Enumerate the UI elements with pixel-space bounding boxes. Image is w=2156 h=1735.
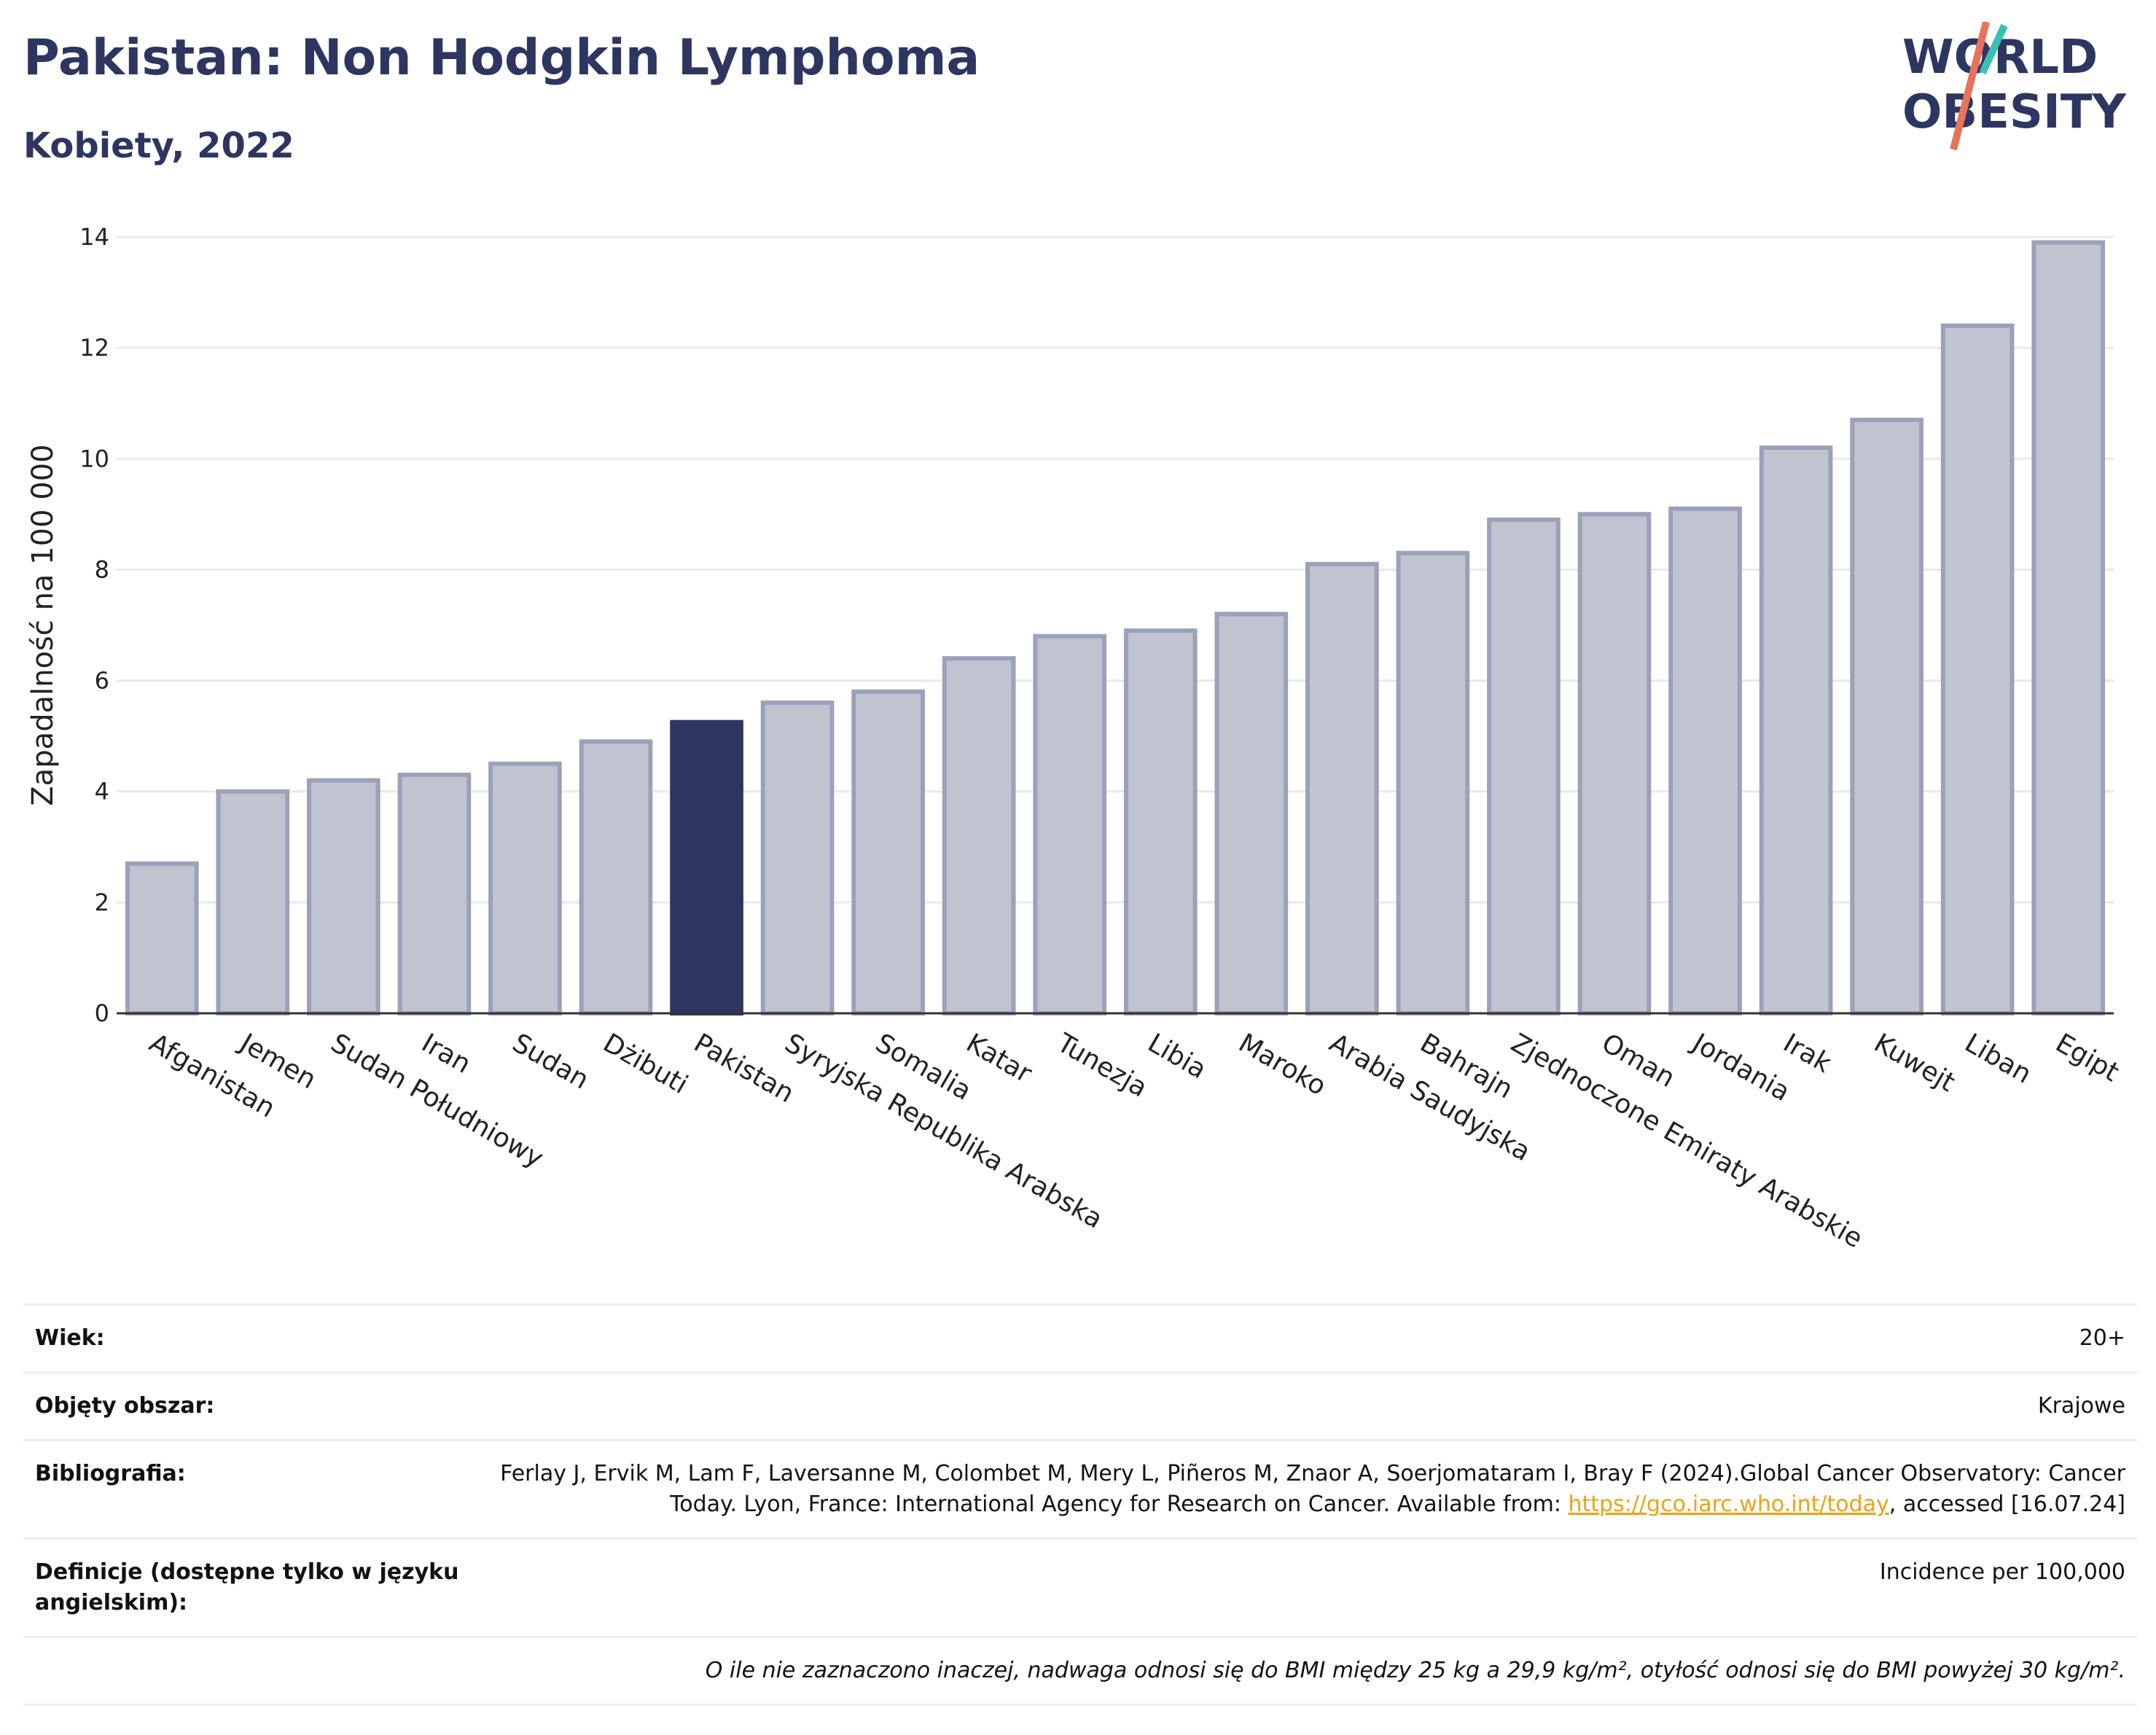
y-axis-title: Zapadalność na 100 000 (26, 444, 60, 806)
bar-irak (1759, 445, 1833, 1016)
bar-dżibuti (579, 739, 653, 1015)
bibliography-text: Ferlay J, Ervik M, Lam F, Laversanne M, … (500, 1461, 2125, 1517)
x-category-label: Dżibuti (598, 1028, 693, 1100)
coverage-value: Krajowe (484, 1371, 2137, 1441)
logo-line2: OBESITY (1902, 85, 2126, 139)
page-title: Pakistan: Non Hodgkin Lymphoma (23, 29, 980, 87)
y-tick-label: 12 (79, 334, 109, 362)
bibliography-accessed: , accessed [16.07.24] (1889, 1492, 2125, 1517)
y-tick-label: 14 (79, 223, 109, 251)
bibliography-link[interactable]: https://gco.iarc.who.int/today (1568, 1492, 1889, 1517)
definitions-value: Incidence per 100,000 (484, 1537, 2137, 1638)
definitions-label: Definicje (dostępne tylko w języku angie… (23, 1537, 484, 1638)
y-tick-label: 4 (95, 778, 109, 806)
bar-jordania (1668, 506, 1742, 1015)
info-row-bibliography: Bibliografia: Ferlay J, Ervik M, Lam F, … (23, 1439, 2137, 1540)
bibliography-label: Bibliografia: (23, 1439, 484, 1540)
y-tick-label: 2 (95, 889, 109, 916)
x-category-label: Maroko (1233, 1028, 1331, 1102)
bar-liban (1940, 323, 2015, 1015)
bar-iran (397, 772, 472, 1016)
x-category-label: Kuwejt (1869, 1028, 1960, 1098)
bar-sudan (488, 761, 562, 1016)
age-value: 20+ (484, 1303, 2137, 1373)
bars (125, 240, 2106, 1016)
x-category-label: Jordania (1686, 1027, 1794, 1107)
bar-pakistan (670, 720, 743, 1015)
info-row-coverage: Objęty obszar: Krajowe (23, 1371, 2137, 1441)
bar-maroko (1214, 612, 1289, 1015)
bar-kuwejt (1850, 418, 1923, 1015)
y-tick-labels: 0 2 4 6 8 10 12 14 (79, 223, 109, 1027)
bar-syryjska-republika-arabska (760, 701, 835, 1015)
age-label: Wiek: (23, 1303, 484, 1373)
bmi-note: O ile nie zaznaczono inaczej, nadwaga od… (23, 1636, 2137, 1706)
bar-oman (1577, 512, 1652, 1016)
bar-tunezja (1033, 633, 1107, 1015)
y-tick-label: 8 (95, 555, 109, 583)
world-obesity-logo: WORLD OBESITY (1902, 22, 2126, 151)
bar-katar (942, 656, 1016, 1016)
bar-libia (1123, 628, 1198, 1015)
y-tick-label: 6 (95, 667, 109, 695)
x-category-label: Egipt (2050, 1028, 2124, 1088)
bar-bahrajn (1396, 550, 1470, 1016)
bar-jemen (216, 789, 290, 1015)
x-category-label: Iran (416, 1028, 475, 1080)
bibliography-value: Ferlay J, Ervik M, Lam F, Laversanne M, … (484, 1439, 2137, 1540)
bar-afganistan (125, 861, 199, 1015)
info-table: Wiek: 20+ Objęty obszar: Krajowe Bibliog… (23, 1303, 2137, 1706)
bar-zjednoczone-emiraty-arabskie (1487, 517, 1561, 1015)
bar-egipt (2031, 240, 2106, 1015)
info-row-age: Wiek: 20+ (23, 1303, 2137, 1373)
x-category-label: Irak (1778, 1028, 1837, 1079)
bar-somalia (851, 689, 925, 1015)
x-category-label: Libia (1143, 1028, 1211, 1085)
logo-slash-teal (1979, 23, 2008, 75)
x-category-label: Tunezja (1051, 1028, 1152, 1104)
y-tick-label: 0 (95, 999, 109, 1027)
x-category-label: Liban (1960, 1028, 2036, 1089)
page-subtitle: Kobiety, 2022 (23, 125, 294, 166)
info-row-note: O ile nie zaznaczono inaczej, nadwaga od… (23, 1636, 2137, 1706)
coverage-label: Objęty obszar: (23, 1371, 484, 1441)
bar-arabia-saudyjska (1305, 561, 1379, 1015)
info-row-definitions: Definicje (dostępne tylko w języku angie… (23, 1537, 2137, 1638)
logo-slash-red (1950, 22, 1990, 151)
x-category-label: Sudan (507, 1028, 594, 1095)
bar-sudan-południowy (307, 778, 380, 1015)
x-category-label: Syryjska Republika Arabska (780, 1028, 1108, 1234)
y-tick-label: 10 (79, 445, 109, 472)
x-category-label: Pakistan (689, 1028, 799, 1109)
